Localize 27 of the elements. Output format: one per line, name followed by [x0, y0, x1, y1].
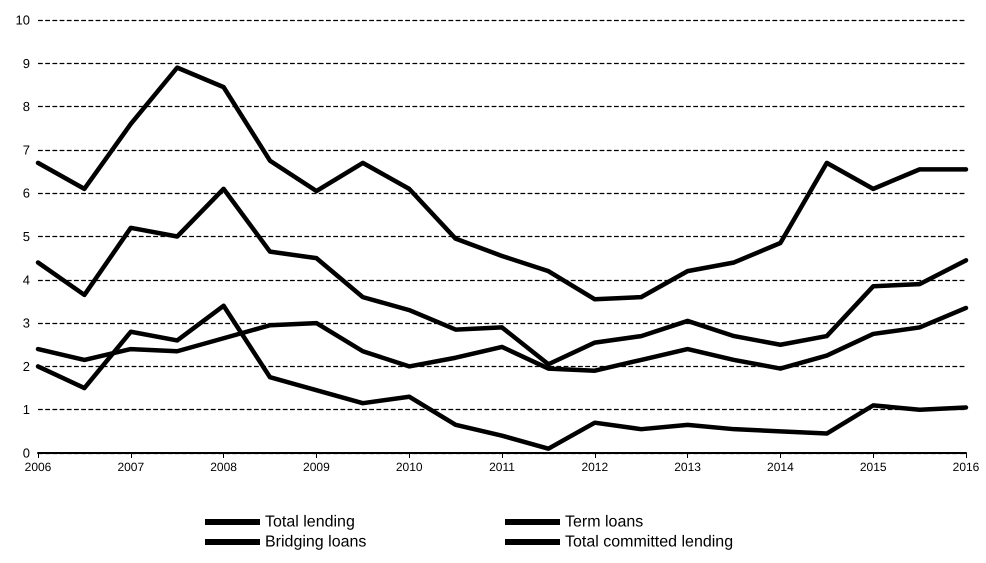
x-tick-label: 2010	[396, 460, 423, 474]
x-tick-label: 2015	[860, 460, 887, 474]
y-tick-label: 9	[22, 56, 30, 71]
x-tick-label: 2006	[24, 460, 52, 474]
x-tick-label: 2007	[117, 460, 144, 474]
x-tick-label: 2012	[581, 460, 608, 474]
line-series	[36, 65, 968, 302]
y-tick-label: 8	[22, 99, 30, 114]
x-tick-label: 2016	[952, 460, 980, 474]
y-tick-label: 1	[22, 402, 30, 418]
y-tick-label: 4	[22, 272, 30, 288]
x-tick-label: 2013	[674, 460, 702, 474]
y-tick-label: 0	[22, 446, 30, 460]
x-tick-label: 2008	[210, 460, 238, 474]
y-tick-label: 10	[16, 12, 30, 28]
y-tick-label: 2	[22, 358, 30, 374]
x-tick-label: 2009	[303, 460, 330, 474]
x-tick-label: 2011	[489, 460, 516, 474]
legend-label: Bridging loans	[265, 534, 366, 550]
legend-label: Total lending	[265, 514, 355, 530]
y-tick-label: 3	[22, 316, 30, 331]
y-tick-label: 6	[22, 186, 30, 201]
x-tick-label: 2014	[767, 460, 794, 474]
y-tick-label: 7	[22, 142, 30, 158]
legend-label: Term loans	[565, 514, 644, 530]
legend-label: Total committed lending	[565, 534, 734, 550]
y-tick-label: 5	[22, 229, 30, 244]
